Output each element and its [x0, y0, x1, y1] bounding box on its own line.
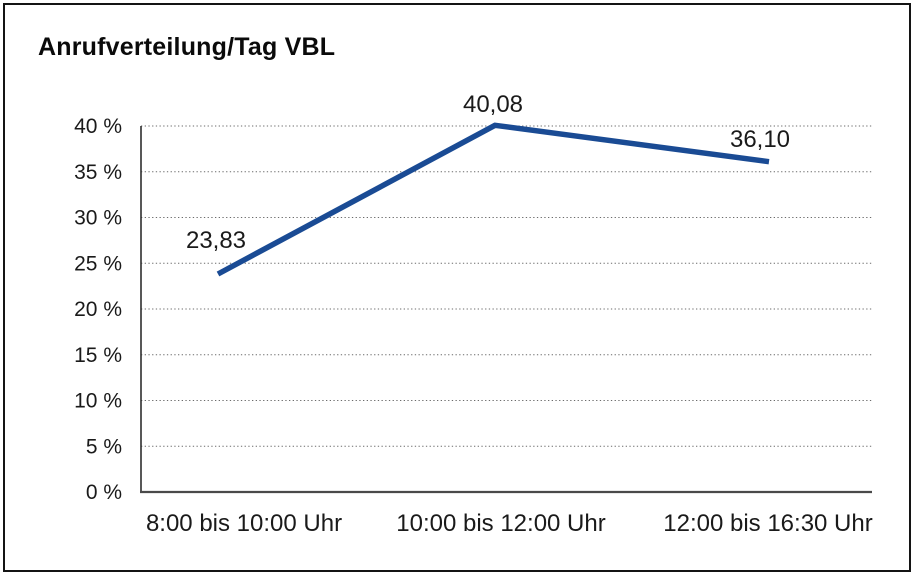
data-point-label: 23,83 — [186, 227, 246, 254]
y-tick-label: 30 % — [74, 207, 122, 230]
x-tick-label: 12:00 bis 16:30 Uhr — [663, 510, 872, 537]
x-tick-label: 8:00 bis 10:00 Uhr — [146, 510, 342, 537]
data-point-label: 36,10 — [730, 126, 790, 153]
data-point-label: 40,08 — [463, 91, 523, 118]
x-tick-label: 10:00 bis 12:00 Uhr — [396, 510, 605, 537]
y-tick-label: 0 % — [86, 481, 122, 504]
y-tick-label: 10 % — [74, 390, 122, 413]
y-tick-label: 15 % — [74, 344, 122, 367]
data-line — [216, 122, 770, 277]
y-tick-label: 20 % — [74, 298, 122, 321]
y-tick-label: 35 % — [74, 161, 122, 184]
y-tick-label: 5 % — [86, 435, 122, 458]
y-tick-label: 40 % — [74, 115, 122, 138]
chart-title: Anrufverteilung/Tag VBL — [38, 33, 336, 61]
figure-border — [3, 3, 911, 572]
y-tick-label: 25 % — [74, 252, 122, 275]
